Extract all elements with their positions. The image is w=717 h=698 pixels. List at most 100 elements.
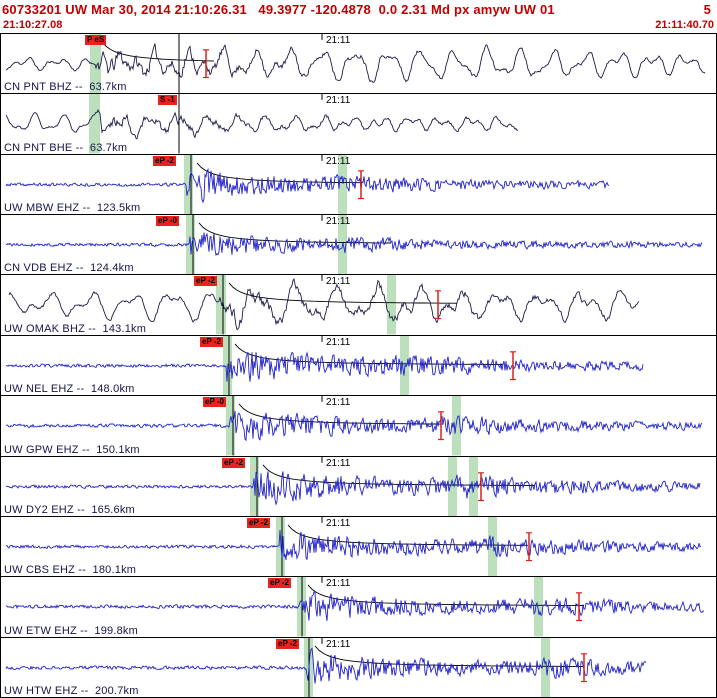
station-channel-label: UW DY2 EHZ -- 165.6km xyxy=(4,503,135,516)
station-channel-label: UW ETW EHZ -- 199.8km xyxy=(4,624,138,637)
seismic-trace[interactable] xyxy=(8,278,640,331)
pick-window-highlight xyxy=(89,94,100,154)
phase-pick-flag[interactable]: eP -0 xyxy=(156,216,179,227)
secondary-pick-marker[interactable] xyxy=(435,290,441,320)
secondary-pick-marker[interactable] xyxy=(526,532,532,561)
seismic-trace[interactable] xyxy=(5,591,705,622)
seismic-trace[interactable] xyxy=(5,43,706,84)
trace-panel[interactable]: 21:11 eP -2 UW HTW EHZ -- 200.7km xyxy=(0,636,717,698)
pick-window-highlight xyxy=(90,34,101,94)
window-start-time: 21:10:27.08 xyxy=(3,19,63,31)
phase-pick-flag[interactable]: eP -2 xyxy=(200,336,223,347)
seismic-trace[interactable] xyxy=(5,350,644,382)
pick-window-highlight xyxy=(184,154,193,215)
pick-window-highlight xyxy=(469,456,478,516)
waveform-plot[interactable] xyxy=(1,456,716,516)
minute-time-label: 21:11 xyxy=(326,95,351,107)
phase-pick-flag[interactable]: eP -2 xyxy=(194,276,217,287)
phase-pick-flag[interactable]: eP -2 xyxy=(247,517,270,528)
waveform-plot[interactable] xyxy=(1,637,716,697)
pick-window-highlight xyxy=(216,275,226,335)
window-end-time: 21:11:40.70 xyxy=(655,19,714,31)
station-channel-label: UW NEL EHZ -- 148.0km xyxy=(4,383,135,396)
waveform-plot[interactable] xyxy=(1,154,716,215)
page-number: 5 xyxy=(703,2,711,17)
pick-window-highlight xyxy=(534,577,543,637)
coda-decay-curve xyxy=(234,343,504,365)
seismic-trace[interactable] xyxy=(5,109,518,140)
minute-time-label: 21:11 xyxy=(326,397,351,409)
waveform-plot[interactable] xyxy=(1,275,716,335)
station-channel-label: CN PNT BHE -- 63.7km xyxy=(4,141,128,154)
pick-window-highlight xyxy=(338,154,347,215)
coda-decay-curve xyxy=(307,584,584,607)
seismic-trace[interactable] xyxy=(5,646,647,684)
phase-pick-flag[interactable]: eP -2 xyxy=(153,155,176,166)
trace-panel[interactable]: 21:11 eP -2 UW MBW EHZ -- 123.5km xyxy=(0,153,717,216)
phase-pick-flag[interactable]: eP -2 xyxy=(222,457,245,468)
pick-window-highlight xyxy=(387,275,396,335)
waveform-plot[interactable] xyxy=(1,215,716,275)
secondary-pick-marker[interactable] xyxy=(438,411,444,441)
secondary-pick-marker[interactable] xyxy=(478,471,484,501)
pick-window-highlight xyxy=(226,396,235,456)
pick-window-highlight xyxy=(276,516,285,577)
trace-panel[interactable]: 21:11 eP -2 UW OMAK BHZ -- 143.1km xyxy=(0,274,717,336)
secondary-pick-marker[interactable] xyxy=(576,592,582,622)
minute-time-label: 21:11 xyxy=(326,155,351,167)
station-channel-label: CN PNT BHZ -- 63.7km xyxy=(4,81,127,94)
secondary-pick-marker[interactable] xyxy=(203,49,209,79)
station-channel-label: UW GPW EHZ -- 150.1km xyxy=(4,443,140,456)
waveform-plot[interactable] xyxy=(1,34,716,94)
station-channel-label: CN VDB EHZ -- 124.4km xyxy=(4,262,134,275)
trace-panel[interactable]: 21:11 eP -2 UW CBS EHZ -- 180.1km xyxy=(0,515,717,578)
seismic-trace[interactable] xyxy=(5,410,703,442)
minute-time-label: 21:11 xyxy=(326,457,351,469)
waveform-plot[interactable] xyxy=(1,335,716,396)
phase-pick-flag[interactable]: S -1 xyxy=(158,95,177,106)
station-channel-label: UW CBS EHZ -- 180.1km xyxy=(4,564,137,577)
secondary-pick-marker[interactable] xyxy=(581,652,587,682)
pick-window-highlight xyxy=(541,637,550,697)
minute-time-label: 21:11 xyxy=(326,336,351,348)
waveform-plot[interactable] xyxy=(1,94,716,154)
minute-time-label: 21:11 xyxy=(326,517,351,529)
seismic-trace[interactable] xyxy=(5,167,610,204)
waveform-plot[interactable] xyxy=(1,396,716,456)
minute-time-label: 21:11 xyxy=(326,638,351,650)
seismic-trace[interactable] xyxy=(5,470,701,506)
station-channel-label: UW HTW EHZ -- 200.7km xyxy=(4,684,139,697)
waveform-plot[interactable] xyxy=(1,577,716,637)
phase-pick-flag[interactable]: eP -2 xyxy=(276,638,299,649)
station-channel-label: UW MBW EHZ -- 123.5km xyxy=(4,202,141,215)
phase-pick-flag[interactable]: eP -0 xyxy=(203,397,226,408)
trace-panel[interactable]: 21:11 eP -0 UW GPW EHZ -- 150.1km xyxy=(0,395,717,457)
minute-time-label: 21:11 xyxy=(326,216,351,228)
pick-window-highlight xyxy=(448,456,457,516)
station-channel-label: UW OMAK BHZ -- 143.1km xyxy=(4,322,147,335)
phase-pick-flag[interactable]: eP -2 xyxy=(268,578,291,589)
trace-panel[interactable]: 21:11 eP -0 CN VDB EHZ -- 124.4km xyxy=(0,214,717,276)
trace-panel[interactable]: 21:11 eP -2 UW NEL EHZ -- 148.0km xyxy=(0,334,717,397)
seismic-trace[interactable] xyxy=(5,529,702,560)
phase-pick-flag[interactable]: P eS xyxy=(85,35,107,45)
minute-time-label: 21:11 xyxy=(326,276,351,288)
coda-decay-curve xyxy=(314,645,584,667)
pick-window-highlight xyxy=(488,516,497,577)
seismic-trace[interactable] xyxy=(5,232,703,257)
waveform-plot[interactable] xyxy=(1,516,716,577)
minute-time-label: 21:11 xyxy=(326,35,351,46)
header-bar: 60733201 UW Mar 30, 2014 21:10:26.31 49.… xyxy=(0,0,717,20)
trace-panel[interactable]: 21:11 S -1 CN PNT BHE -- 63.7km xyxy=(0,93,717,155)
time-range-bar: 21:10:27.08 21:11:40.70 xyxy=(0,19,717,33)
trace-panel[interactable]: 21:11 P eS CN PNT BHZ -- 63.7km xyxy=(0,33,717,95)
event-summary-text: 60733201 UW Mar 30, 2014 21:10:26.31 49.… xyxy=(2,2,555,17)
trace-panel[interactable]: 21:11 eP -2 UW ETW EHZ -- 199.8km xyxy=(0,576,717,638)
coda-decay-curve xyxy=(198,222,391,244)
trace-list: 21:11 P eS CN PNT BHZ -- 63.7km 21:11 S … xyxy=(0,33,717,698)
secondary-pick-marker[interactable] xyxy=(358,169,364,199)
trace-panel[interactable]: 21:11 eP -2 UW DY2 EHZ -- 165.6km xyxy=(0,455,717,517)
secondary-pick-marker[interactable] xyxy=(510,351,516,380)
minute-time-label: 21:11 xyxy=(326,578,351,590)
